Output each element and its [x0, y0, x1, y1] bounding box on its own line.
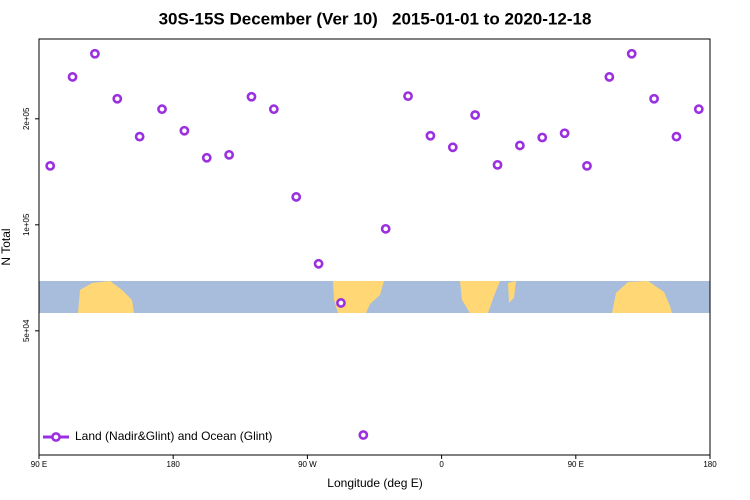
x-tick-label: 90 W	[298, 460, 317, 469]
point	[358, 430, 369, 440]
x-tick-label: 180	[703, 460, 717, 469]
map-band	[39, 281, 710, 313]
point	[268, 104, 279, 115]
y-tick-label: 2e+05	[22, 107, 31, 130]
point	[134, 131, 145, 142]
legend-label: Land (Nadir&Glint) and Ocean (Glint)	[75, 429, 272, 443]
x-tick-label: 90 E	[31, 460, 47, 469]
point	[649, 93, 659, 104]
point	[291, 192, 302, 202]
point	[492, 159, 503, 170]
point	[45, 160, 56, 171]
point	[693, 104, 704, 115]
point	[112, 93, 123, 104]
point	[90, 48, 100, 59]
y-tick-label: 5e+04	[22, 319, 31, 342]
point	[537, 132, 548, 143]
x-axis-label: Longitude (deg E)	[327, 476, 422, 490]
point	[380, 223, 391, 234]
point	[246, 91, 257, 102]
chart-title: 30S-15S December (Ver 10) 2015-01-01 to …	[159, 9, 592, 28]
point	[559, 128, 570, 139]
point	[201, 152, 212, 163]
x-tick-label: 180	[167, 460, 181, 469]
point	[470, 110, 481, 120]
point	[626, 48, 637, 59]
y-axis-label: N Total	[0, 228, 13, 265]
point	[313, 258, 324, 269]
point	[582, 160, 592, 171]
point	[179, 125, 190, 136]
legend-marker	[51, 432, 61, 442]
point	[671, 131, 682, 142]
point	[67, 72, 78, 82]
point	[514, 140, 525, 151]
x-tick-label: 0	[439, 460, 444, 469]
plot-frame	[38, 38, 711, 456]
x-tick-label: 90 E	[568, 460, 584, 469]
point	[604, 72, 615, 82]
point	[447, 142, 458, 153]
point	[336, 298, 346, 308]
point	[403, 91, 413, 102]
y-tick-label: 1e+05	[22, 213, 31, 236]
point	[224, 149, 235, 160]
point	[425, 130, 436, 141]
point	[157, 104, 167, 115]
